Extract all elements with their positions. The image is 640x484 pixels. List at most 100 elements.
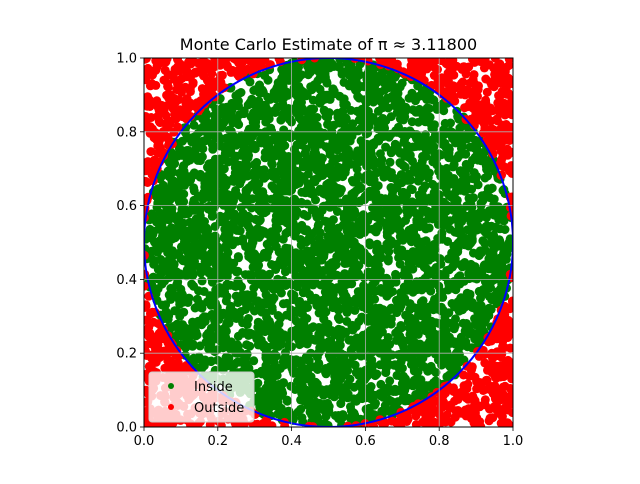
- inside-point: [401, 310, 411, 320]
- inside-point: [454, 222, 464, 232]
- inside-point: [347, 321, 357, 331]
- inside-point: [399, 251, 409, 261]
- inside-point: [409, 303, 419, 313]
- inside-point: [272, 184, 282, 194]
- inside-point: [180, 242, 190, 252]
- inside-point: [226, 146, 236, 156]
- inside-point: [211, 285, 221, 295]
- inside-point: [370, 294, 380, 304]
- outside-point: [460, 103, 470, 113]
- inside-point: [390, 101, 399, 111]
- inside-point: [411, 247, 421, 257]
- inside-point: [193, 301, 203, 311]
- inside-point: [313, 365, 323, 374]
- inside-point: [228, 236, 238, 246]
- inside-point: [333, 371, 343, 381]
- inside-point: [272, 370, 282, 380]
- outside-point: [192, 98, 202, 108]
- inside-point: [339, 280, 349, 290]
- outside-point: [163, 132, 173, 142]
- inside-point: [272, 323, 282, 333]
- inside-point: [241, 192, 250, 202]
- inside-point: [242, 340, 252, 350]
- inside-point: [413, 282, 423, 292]
- outside-point: [165, 361, 174, 371]
- inside-point: [298, 106, 308, 116]
- inside-point: [449, 203, 459, 213]
- inside-point: [204, 268, 214, 278]
- inside-point: [372, 254, 382, 263]
- inside-point: [413, 329, 423, 339]
- inside-point: [225, 125, 234, 135]
- inside-point: [302, 325, 312, 335]
- outside-point: [464, 371, 474, 381]
- inside-point: [335, 187, 345, 197]
- inside-point: [188, 170, 198, 180]
- inside-point: [189, 183, 199, 193]
- inside-point: [262, 354, 272, 364]
- inside-point: [320, 64, 330, 73]
- inside-point: [267, 159, 277, 168]
- inside-point: [220, 287, 230, 297]
- inside-point: [199, 361, 209, 371]
- inside-point: [373, 181, 383, 191]
- inside-point: [309, 115, 319, 124]
- inside-point: [210, 222, 220, 231]
- inside-point: [232, 214, 242, 224]
- inside-point: [252, 158, 262, 167]
- inside-point: [302, 90, 312, 100]
- inside-point: [378, 114, 388, 123]
- inside-point: [403, 175, 413, 185]
- inside-point: [290, 175, 300, 185]
- inside-point: [232, 357, 242, 367]
- inside-point: [359, 154, 369, 164]
- inside-point: [326, 221, 336, 231]
- inside-point: [456, 177, 466, 187]
- inside-point: [193, 128, 203, 138]
- inside-point: [295, 300, 305, 310]
- inside-point: [239, 106, 249, 116]
- inside-point: [326, 287, 336, 297]
- inside-point: [321, 369, 331, 379]
- inside-point: [476, 293, 485, 303]
- inside-point: [256, 138, 266, 148]
- inside-point: [425, 266, 435, 276]
- inside-point: [222, 280, 232, 290]
- inside-point: [206, 191, 216, 201]
- inside-point: [477, 191, 487, 201]
- inside-point: [375, 72, 385, 82]
- inside-point: [243, 147, 253, 157]
- inside-point: [219, 361, 229, 371]
- inside-point: [451, 337, 460, 347]
- inside-point: [154, 224, 164, 234]
- inside-point: [482, 221, 492, 231]
- inside-point: [203, 133, 213, 143]
- inside-point: [494, 235, 504, 245]
- inside-point: [296, 257, 306, 267]
- inside-point: [223, 220, 233, 230]
- inside-point: [335, 61, 344, 71]
- inside-point: [302, 211, 312, 221]
- inside-point: [409, 356, 419, 366]
- inside-point: [393, 350, 403, 360]
- outside-point: [498, 382, 508, 392]
- inside-point: [408, 105, 418, 115]
- inside-point: [442, 128, 452, 137]
- inside-point: [276, 282, 286, 292]
- outside-point: [391, 417, 401, 427]
- inside-point: [153, 274, 163, 284]
- inside-point: [273, 391, 283, 401]
- inside-point: [312, 258, 321, 268]
- inside-point: [214, 169, 224, 179]
- inside-point: [467, 184, 477, 194]
- inside-point: [397, 338, 407, 348]
- inside-point: [402, 131, 412, 141]
- inside-point: [324, 144, 334, 154]
- inside-point: [327, 326, 337, 335]
- inside-point: [165, 158, 174, 168]
- outside-point: [501, 124, 511, 134]
- inside-point: [351, 396, 361, 406]
- inside-point: [398, 372, 408, 382]
- inside-point: [193, 155, 203, 165]
